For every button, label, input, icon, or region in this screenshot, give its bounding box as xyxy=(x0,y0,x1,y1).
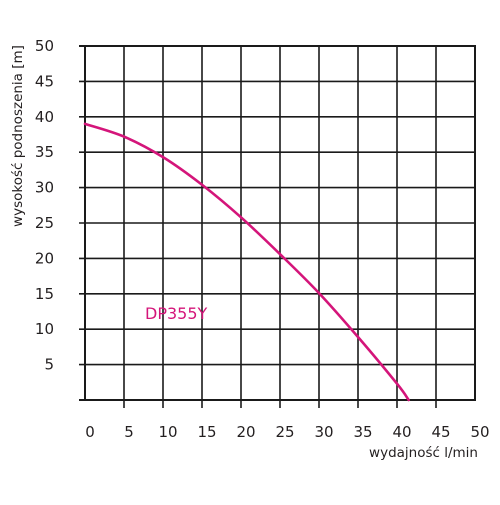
x-tick-label-0: 0 xyxy=(85,423,95,441)
x-tick-label-5: 5 xyxy=(124,423,134,441)
x-tick-label-15: 15 xyxy=(197,423,216,441)
series-line-0 xyxy=(83,122,410,402)
y-tick-label-15: 15 xyxy=(35,285,54,303)
y-tick-label-5: 5 xyxy=(44,356,54,374)
y-tick-label-25: 25 xyxy=(35,214,54,232)
y-tick-label-20: 20 xyxy=(35,249,54,267)
x-tick-label-20: 20 xyxy=(236,423,255,441)
x-axis-title: wydajność l/min xyxy=(369,445,478,461)
y-tick-label-10: 10 xyxy=(35,320,54,338)
y-tick-label-35: 35 xyxy=(35,143,54,161)
y-axis-title: wysokość podnoszenia [m] xyxy=(10,45,26,227)
series-label: DP355Y xyxy=(145,304,208,323)
x-tick-label-45: 45 xyxy=(431,423,450,441)
y-tick-label-30: 30 xyxy=(35,179,54,197)
x-tick-label-50: 50 xyxy=(470,423,489,441)
series-layer xyxy=(83,122,410,402)
x-tick-label-25: 25 xyxy=(275,423,294,441)
x-tick-label-40: 40 xyxy=(392,423,411,441)
grid xyxy=(79,45,476,408)
y-tick-label-45: 45 xyxy=(35,72,54,90)
y-tick-label-50: 50 xyxy=(35,37,54,55)
y-tick-label-40: 40 xyxy=(35,108,54,126)
x-tick-label-35: 35 xyxy=(353,423,372,441)
x-tick-label-30: 30 xyxy=(314,423,333,441)
tick-labels: 0 5 10 15 20 25 30 35 40 45 50 5 10 15 20 25 30 35 40 45 50 xyxy=(35,37,490,441)
x-tick-label-10: 10 xyxy=(158,423,177,441)
